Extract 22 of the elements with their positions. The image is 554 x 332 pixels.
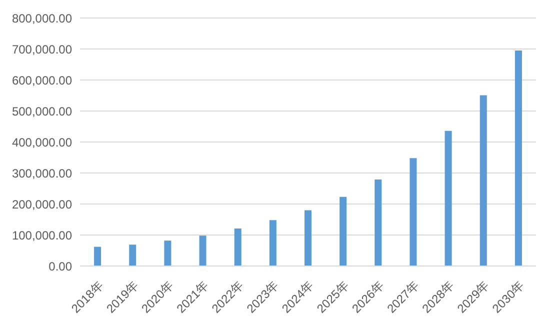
bar <box>304 210 312 266</box>
bar <box>514 50 522 266</box>
bar <box>410 158 417 266</box>
bar <box>269 220 276 266</box>
y-tick-label: 500,000.00 <box>12 104 72 118</box>
bar <box>444 130 452 266</box>
bar <box>164 240 172 266</box>
y-tick-label: 600,000.00 <box>12 73 72 88</box>
bar <box>129 244 136 266</box>
bar <box>234 228 242 266</box>
bar <box>199 236 206 266</box>
bar <box>480 95 487 266</box>
y-tick-label: 700,000.00 <box>12 42 72 56</box>
y-tick-label: 0.00 <box>48 259 72 274</box>
y-tick-label: 100,000.00 <box>12 228 72 242</box>
bar <box>374 180 382 266</box>
bar <box>340 196 347 266</box>
y-tick-label: 800,000.00 <box>12 11 72 26</box>
y-tick-label: 200,000.00 <box>12 197 72 212</box>
y-tick-label: 400,000.00 <box>12 135 72 150</box>
bar <box>94 246 102 266</box>
y-tick-label: 300,000.00 <box>12 166 72 180</box>
